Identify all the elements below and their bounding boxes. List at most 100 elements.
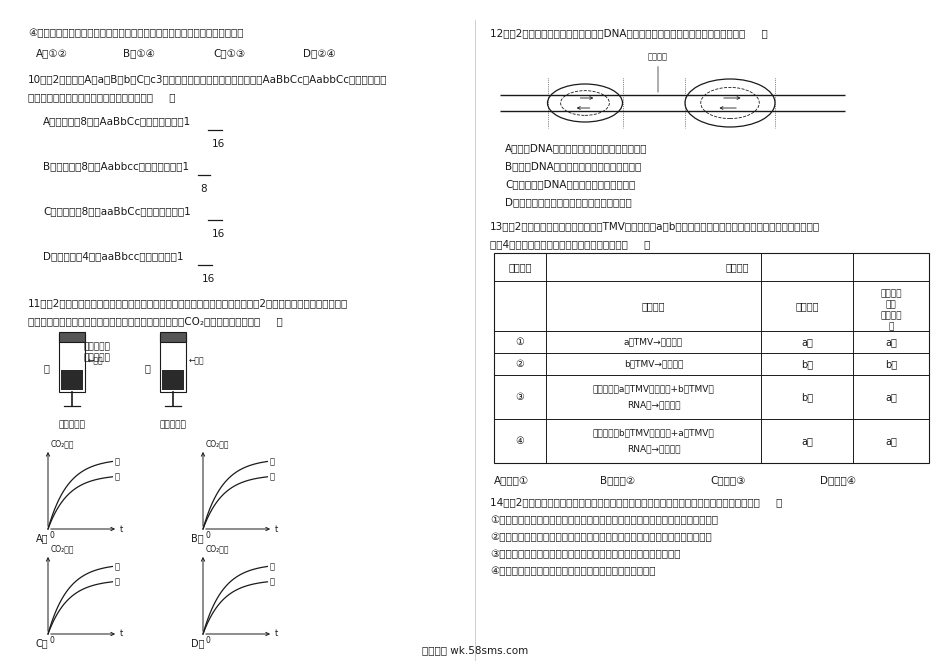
Text: 病斑中分: 病斑中分 (881, 289, 902, 298)
Text: 乙: 乙 (114, 457, 120, 466)
Bar (494, 253, 929, 463)
Text: a型TMV→感染植物: a型TMV→感染植物 (624, 337, 683, 347)
Text: D．②④: D．②④ (303, 48, 335, 58)
Text: RNA）→感染植物: RNA）→感染植物 (627, 401, 680, 409)
Text: ①卵细胞体积较大有利于和周围环境进行物质交换，为胚胎早期发育提供所需养料: ①卵细胞体积较大有利于和周围环境进行物质交换，为胚胎早期发育提供所需养料 (490, 515, 718, 525)
Text: 复制起点: 复制起点 (648, 52, 668, 92)
Text: 组合病毒（b型TMV的蛋白质+a型TMV的: 组合病毒（b型TMV的蛋白质+a型TMV的 (593, 429, 714, 437)
Text: 0: 0 (205, 531, 210, 540)
Text: 酵母培养液: 酵母培养液 (83, 353, 110, 362)
Text: 离出: 离出 (885, 300, 897, 309)
Text: 不脱气培养: 不脱气培养 (160, 420, 186, 429)
Text: 16: 16 (202, 274, 216, 284)
Text: A．表现型有8种，AaBbCc个体占的比例为1: A．表现型有8种，AaBbCc个体占的比例为1 (43, 116, 191, 126)
Bar (160, 332, 186, 342)
Text: 培养初期的: 培养初期的 (83, 342, 110, 351)
Text: ←加塞: ←加塞 (88, 357, 104, 366)
Text: a型: a型 (801, 436, 813, 446)
Text: 实验结果: 实验结果 (726, 262, 750, 272)
Text: CO₂总量: CO₂总量 (206, 544, 230, 553)
Text: B．实验②: B．实验② (600, 475, 636, 485)
Text: C．①③: C．①③ (213, 48, 245, 58)
Text: t: t (120, 630, 124, 638)
Text: 甲: 甲 (270, 562, 275, 571)
Text: 12．（2分）如图为真核生物染色体上DNA分子复制过程示意图，有关叙述错误的是（     ）: 12．（2分）如图为真核生物染色体上DNA分子复制过程示意图，有关叙述错误的是（… (490, 28, 768, 38)
Text: 甲: 甲 (114, 577, 120, 586)
Bar (162, 370, 184, 390)
Text: ③小肠绒毛上皮细胞内有大量的线粒体，有助于物质运输的能量供应: ③小肠绒毛上皮细胞内有大量的线粒体，有助于物质运输的能量供应 (490, 549, 680, 559)
Text: 14．（2分）细胞作为生命活动的基本单位，其结构和功能高度统一。下列有关叙述正确的是（     ）: 14．（2分）细胞作为生命活动的基本单位，其结构和功能高度统一。下列有关叙述正确… (490, 497, 783, 507)
Text: ③: ③ (516, 392, 524, 402)
Text: C．真核生物DNA分子复制过程需要解旋酶: C．真核生物DNA分子复制过程需要解旋酶 (505, 179, 636, 189)
Text: 型: 型 (888, 322, 894, 331)
Text: 乙: 乙 (270, 472, 275, 481)
Text: A．实验①: A．实验① (494, 475, 529, 485)
Text: D．真核生物的这种复制方式提高了复制速率: D．真核生物的这种复制方式提高了复制速率 (505, 197, 632, 207)
Text: 0: 0 (205, 636, 210, 645)
Text: C．实验③: C．实验③ (710, 475, 746, 485)
Text: 甲: 甲 (114, 472, 120, 481)
Text: B．表现型有8种，Aabbcc个体占的比例为1: B．表现型有8种，Aabbcc个体占的比例为1 (43, 161, 189, 171)
Text: t: t (275, 525, 278, 534)
Bar (61, 370, 83, 390)
Text: 下列4组实验（如表）中，不可能出现的结果是（     ）: 下列4组实验（如表）中，不可能出现的结果是（ ） (490, 239, 651, 249)
Text: C．表现型有8种，aaBbCc个体占的比例为1: C．表现型有8种，aaBbCc个体占的比例为1 (43, 206, 191, 216)
Text: ②: ② (516, 359, 524, 369)
Text: RNA）→感染植物: RNA）→感染植物 (627, 444, 680, 454)
Text: 五八文库 wk.58sms.com: 五八文库 wk.58sms.com (422, 645, 528, 655)
Text: a型: a型 (885, 337, 897, 347)
Text: ②哺乳动物成熟的红细胞表面积与体积之比相对较大，有利于提高气体交换效率: ②哺乳动物成熟的红细胞表面积与体积之比相对较大，有利于提高气体交换效率 (490, 532, 712, 542)
Text: D．: D． (191, 638, 204, 648)
Text: 的病毒类: 的病毒类 (881, 311, 902, 320)
Text: ④: ④ (516, 436, 524, 446)
Bar (59, 334, 85, 392)
Text: 16: 16 (212, 229, 225, 239)
Text: 10．（2分）已知A与a、B与b、C与c3对等位基因自由组合，基因型分别为AaBbCc、AabbCc的两个体进行: 10．（2分）已知A与a、B与b、C与c3对等位基因自由组合，基因型分别为AaB… (28, 74, 388, 84)
Text: 16: 16 (212, 139, 225, 149)
Text: a型: a型 (801, 337, 813, 347)
Text: B．: B． (191, 533, 203, 543)
Text: ①: ① (516, 337, 524, 347)
Text: 8: 8 (200, 184, 207, 194)
Text: 杂交，下列关于杂交后代的推测，正确的是（     ）: 杂交，下列关于杂交后代的推测，正确的是（ ） (28, 92, 176, 102)
Text: 乙: 乙 (114, 562, 120, 571)
Text: 乙: 乙 (144, 363, 150, 373)
Text: CO₂总量: CO₂总量 (206, 439, 230, 448)
Text: C．: C． (36, 638, 48, 648)
Bar (59, 332, 85, 342)
Text: 组合病毒（a型TMV的蛋白质+b型TMV的: 组合病毒（a型TMV的蛋白质+b型TMV的 (593, 384, 714, 394)
Text: 0: 0 (50, 531, 55, 540)
Text: b型TMV→感染植物: b型TMV→感染植物 (624, 360, 683, 368)
Text: B．①④: B．①④ (123, 48, 155, 58)
Text: 实验过程: 实验过程 (642, 301, 665, 311)
Text: a型: a型 (885, 436, 897, 446)
Text: A．图中DNA分子复制是从多个起点同时开始的: A．图中DNA分子复制是从多个起点同时开始的 (505, 143, 648, 153)
Text: 脱气后培养: 脱气后培养 (59, 420, 86, 429)
Text: 除图中实验差异不同外，其余条件相同，一段时间内产生CO₂总量的变化趋势是（     ）: 除图中实验差异不同外，其余条件相同，一段时间内产生CO₂总量的变化趋势是（ ） (28, 316, 283, 326)
Text: 11．（2分）某小组为研究脱气对酵母菌在培养初期产气量的影响，进行了甲、乙2组实验，实验装置如图所示，: 11．（2分）某小组为研究脱气对酵母菌在培养初期产气量的影响，进行了甲、乙2组实… (28, 298, 349, 308)
Text: A．: A． (36, 533, 48, 543)
Text: 病斑类型: 病斑类型 (795, 301, 819, 311)
Bar (160, 334, 186, 392)
Text: 0: 0 (50, 636, 55, 645)
Text: t: t (275, 630, 278, 638)
Text: b型: b型 (801, 359, 813, 369)
Text: D．表现型有4种，aaBbcc个体的比例为1: D．表现型有4种，aaBbcc个体的比例为1 (43, 251, 183, 261)
Text: b型: b型 (801, 392, 813, 402)
Text: 实验编号: 实验编号 (508, 262, 532, 272)
Text: CO₂总量: CO₂总量 (51, 439, 74, 448)
Text: ④哺乳动物成熟精子中细胞质较少，有利于精子物质交换。: ④哺乳动物成熟精子中细胞质较少，有利于精子物质交换。 (490, 566, 655, 576)
Text: 13．（2分）科学家从烟草花叶病毒（TMV）中分离出a、b两个不同品系，它们感染植物产生的病斑形态不同。: 13．（2分）科学家从烟草花叶病毒（TMV）中分离出a、b两个不同品系，它们感染… (490, 221, 820, 231)
Text: 甲: 甲 (43, 363, 49, 373)
Text: ④在太空失重状态下植物激素不能进行极性运输，根失去了向地生长的特性。: ④在太空失重状态下植物激素不能进行极性运输，根失去了向地生长的特性。 (28, 28, 243, 38)
Text: CO₂总量: CO₂总量 (51, 544, 74, 553)
Text: B．图中DNA分子复制是边解旋边双向复制的: B．图中DNA分子复制是边解旋边双向复制的 (505, 161, 641, 171)
Text: A．①②: A．①② (36, 48, 67, 58)
Text: 甲: 甲 (270, 457, 275, 466)
Text: b型: b型 (885, 359, 897, 369)
Text: t: t (120, 525, 124, 534)
Text: 乙: 乙 (270, 577, 275, 586)
Text: ←加塞: ←加塞 (189, 357, 204, 366)
Text: D．实验④: D．实验④ (820, 475, 856, 485)
Text: a型: a型 (885, 392, 897, 402)
